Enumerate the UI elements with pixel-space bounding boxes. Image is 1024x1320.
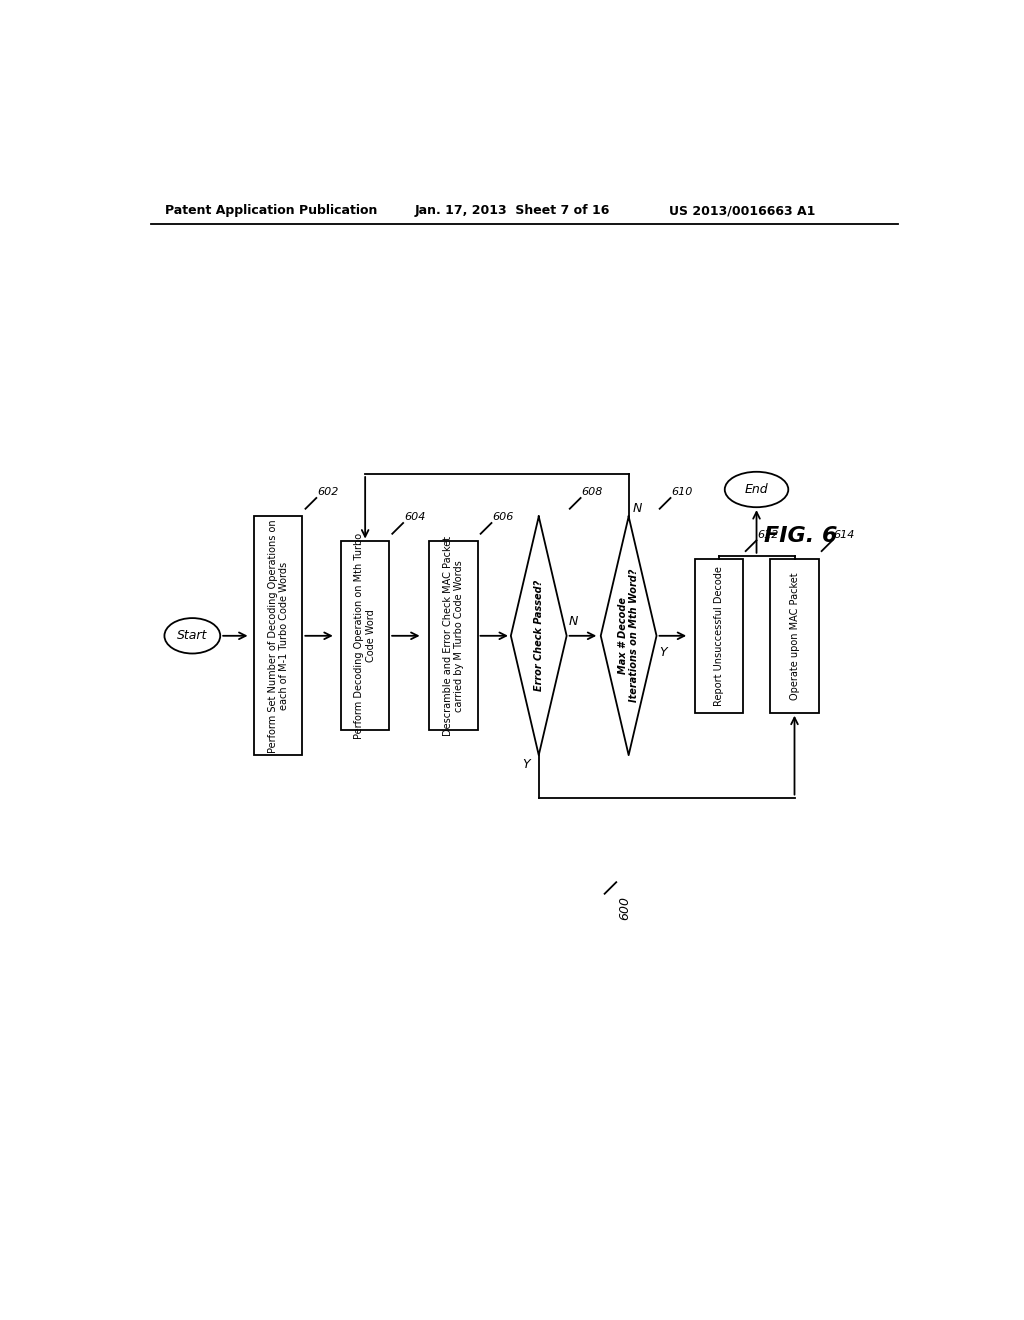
Bar xyxy=(341,541,389,730)
Text: FIG. 6: FIG. 6 xyxy=(764,525,837,545)
Text: Y: Y xyxy=(658,647,667,659)
Polygon shape xyxy=(511,516,566,755)
Bar xyxy=(429,541,477,730)
Polygon shape xyxy=(601,516,656,755)
Text: Error Check Passed?: Error Check Passed? xyxy=(534,581,544,692)
Ellipse shape xyxy=(165,618,220,653)
Ellipse shape xyxy=(725,471,788,507)
Text: 602: 602 xyxy=(317,487,339,498)
Text: Descramble and Error Check MAC Packet
carried by M Turbo Code Words: Descramble and Error Check MAC Packet ca… xyxy=(442,536,464,735)
Text: Perform Decoding Operation on Mth Turbo
Code Word: Perform Decoding Operation on Mth Turbo … xyxy=(354,533,376,739)
Text: US 2013/0016663 A1: US 2013/0016663 A1 xyxy=(669,205,815,218)
Text: 608: 608 xyxy=(582,487,603,498)
Bar xyxy=(770,558,818,713)
Text: 600: 600 xyxy=(617,896,631,920)
Text: Perform Set Number of Decoding Operations on
each of M-1 Turbo Code Words: Perform Set Number of Decoding Operation… xyxy=(267,519,289,752)
Text: Start: Start xyxy=(177,630,208,643)
Text: Max # Decode
Iterations on Mth Word?: Max # Decode Iterations on Mth Word? xyxy=(617,569,639,702)
Text: 604: 604 xyxy=(403,512,425,523)
Text: Operate upon MAC Packet: Operate upon MAC Packet xyxy=(790,572,800,700)
Text: 614: 614 xyxy=(834,529,855,540)
Text: Y: Y xyxy=(522,758,529,771)
Text: 612: 612 xyxy=(758,529,778,540)
Text: Patent Application Publication: Patent Application Publication xyxy=(165,205,378,218)
Text: Jan. 17, 2013  Sheet 7 of 16: Jan. 17, 2013 Sheet 7 of 16 xyxy=(415,205,610,218)
Text: 610: 610 xyxy=(672,487,692,498)
Text: N: N xyxy=(633,502,642,515)
Text: End: End xyxy=(744,483,768,496)
Text: N: N xyxy=(568,615,578,628)
Bar xyxy=(694,558,742,713)
Text: Report Unsuccessful Decode: Report Unsuccessful Decode xyxy=(714,566,724,706)
Text: 606: 606 xyxy=(493,512,514,523)
Bar xyxy=(254,516,302,755)
